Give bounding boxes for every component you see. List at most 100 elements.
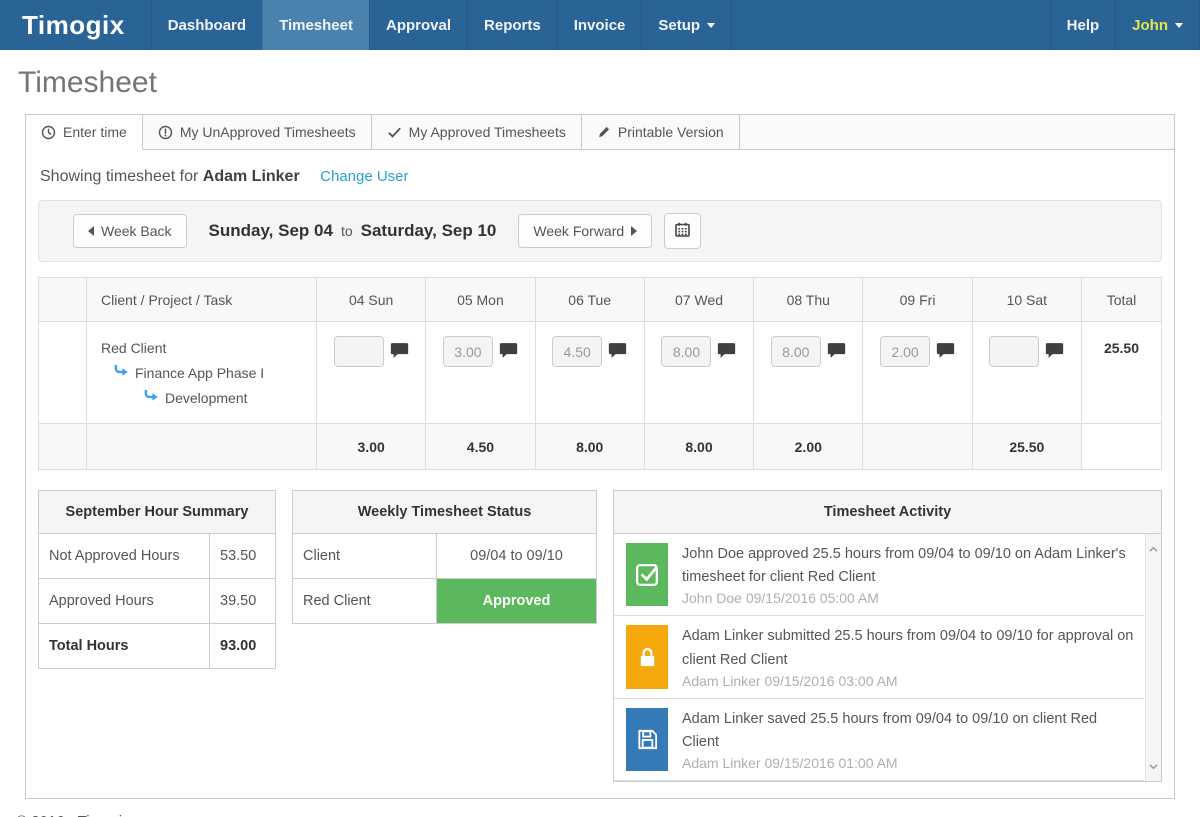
total-cell [86,423,317,470]
row-selector-cell [38,321,87,424]
hour-cell-wed [643,321,755,424]
page-title: Timesheet [18,66,157,99]
comment-icon[interactable] [827,342,846,362]
week-navigation-bar: Week Back Sunday, Sep 04 to Saturday, Sep … [38,200,1162,262]
column-header-sat: 10 Sat [971,277,1083,322]
hour-input-fri[interactable] [880,336,931,367]
total-cell-mon: 4.50 [425,423,536,470]
week-back-label: Week Back [101,223,172,239]
user-name: John [1132,16,1168,34]
timesheet-entry-row: Red Client Finance App Phase I Developme… [38,321,1162,424]
week-back-button[interactable]: Week Back [73,214,187,248]
top-navbar: Timogix Dashboard Timesheet Approval Rep… [0,0,1200,50]
hour-cell-mon [425,321,536,424]
scroll-up-icon[interactable] [1149,540,1158,558]
weekly-status-table: Weekly Timesheet Status Client 09/04 to … [292,490,597,624]
hour-cell-fri [862,321,973,424]
copyright-text: © 2016 - Timogix [16,813,1200,817]
nav-item-dashboard[interactable]: Dashboard [150,0,262,50]
nav-right: Help John [1049,0,1200,50]
brand-logo[interactable]: Timogix [22,9,125,40]
activity-entry-content: Adam Linker submitted 25.5 hours from 09… [682,625,1134,688]
hour-input-mon[interactable] [442,336,493,367]
table-row: Approved Hours 39.50 [38,578,276,624]
nav-item-help[interactable]: Help [1049,0,1116,50]
status-client-name: Red Client [303,593,371,609]
showing-line: Showing timesheet for Adam Linker Change… [40,168,1162,186]
tree-arrow-icon [113,361,129,386]
summary-label: Approved Hours [38,578,210,624]
status-badge: Approved [437,579,596,623]
tab-unapproved-timesheets[interactable]: My UnApproved Timesheets [142,115,372,149]
panel-body: Showing timesheet for Adam Linker Change… [26,150,1174,799]
tab-enter-time[interactable]: Enter time [26,115,143,150]
nav-item-invoice[interactable]: Invoice [556,0,642,50]
activity-entry-text: John Doe approved 25.5 hours from 09/04 … [682,546,1126,586]
comment-icon[interactable] [499,342,518,362]
nav-item-label: Invoice [573,16,626,34]
nav-item-setup[interactable]: Setup [641,0,733,50]
summary-value: 39.50 [209,578,276,624]
hour-input-sun[interactable] [333,336,384,367]
timesheet-activity-panel: Timesheet Activity John Doe approved 25.… [613,490,1162,783]
comment-icon[interactable] [717,342,736,362]
column-header-total: Total [1081,277,1162,322]
lock-icon [626,625,668,689]
row-total-cell: 25.50 [1081,321,1162,424]
status-date-range: 09/04 to 09/10 [436,533,597,579]
comment-icon[interactable] [1045,342,1064,362]
activity-title: Timesheet Activity [614,491,1161,534]
tab-approved-timesheets[interactable]: My Approved Timesheets [371,115,582,149]
bottom-panels: September Hour Summary Not Approved Hour… [38,490,1162,783]
comment-icon[interactable] [608,342,627,362]
tab-label: My Approved Timesheets [408,124,566,140]
column-header-fri: 09 Fri [862,277,973,322]
calendar-button[interactable] [664,213,702,249]
nav-item-timesheet[interactable]: Timesheet [262,0,369,50]
activity-entry-meta: Adam Linker 09/15/2016 03:00 AM [682,672,898,689]
hour-input-wed[interactable] [661,336,712,367]
nav-item-reports[interactable]: Reports [467,0,557,50]
total-cell-wed: 8.00 [643,423,755,470]
chevron-down-icon [1175,22,1183,28]
activity-entry-meta: Adam Linker 09/15/2016 01:00 AM [682,755,898,772]
chevron-down-icon [707,22,716,28]
list-item: John Doe approved 25.5 hours from 09/04 … [614,534,1144,617]
activity-scrollbar[interactable] [1145,534,1161,782]
project-name: Finance App Phase I [135,365,265,381]
hour-input-tue[interactable] [552,336,603,367]
column-header-mon: 05 Mon [425,277,536,322]
check-icon [387,125,402,140]
check-square-icon [626,543,668,607]
arrow-right-icon [631,226,638,236]
list-item: Adam Linker saved 25.5 hours from 09/04 … [614,699,1144,782]
table-row: Red Client Approved [293,578,597,624]
comment-icon[interactable] [936,342,955,362]
tree-arrow-icon [143,386,159,411]
summary-label: Total Hours [49,638,129,654]
hour-cell-thu [753,321,864,424]
total-cell-tue: 8.00 [534,423,645,470]
week-start-date: Sunday, Sep 04 [208,221,333,240]
column-header-empty [38,277,87,322]
exclamation-circle-icon [158,125,173,140]
timesheet-header-row: Client / Project / Task 04 Sun 05 Mon 06… [38,277,1162,322]
hour-input-sat[interactable] [989,336,1040,367]
scroll-down-icon[interactable] [1149,757,1158,775]
user-menu[interactable]: John [1115,0,1200,50]
hour-cell-tue [534,321,645,424]
week-forward-button[interactable]: Week Forward [518,214,653,248]
nav-item-approval[interactable]: Approval [369,0,467,50]
nav-item-label: Help [1066,16,1100,34]
comment-icon[interactable] [390,342,409,362]
total-cell [38,423,87,470]
column-header-thu: 08 Thu [753,277,864,322]
showing-prefix: Showing timesheet for [40,168,199,185]
tab-strip: Enter time My UnApproved Timesheets My A… [26,115,1174,150]
column-header-sun: 04 Sun [315,277,427,322]
tab-printable-version[interactable]: Printable Version [581,115,740,149]
change-user-link[interactable]: Change User [320,168,409,185]
total-cell-fri [862,423,973,470]
timesheet-panel: Enter time My UnApproved Timesheets My A… [25,114,1175,800]
hour-input-thu[interactable] [770,336,821,367]
